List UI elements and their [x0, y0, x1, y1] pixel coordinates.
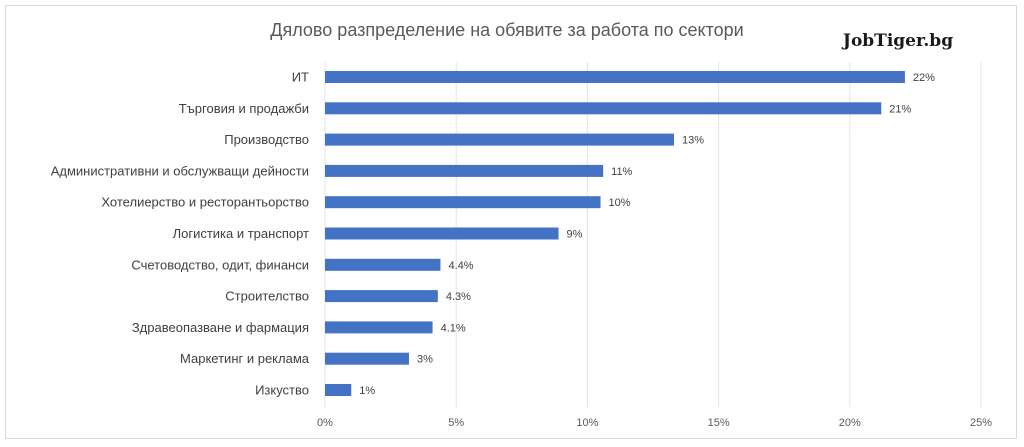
- chart-title: Дялово разпределение на обявите за работ…: [270, 20, 743, 40]
- brand-logo-text: JobTiger.bg: [841, 31, 953, 51]
- category-label: Логистика и транспорт: [173, 226, 309, 241]
- bar: [325, 102, 882, 115]
- x-tick-label: 25%: [970, 417, 992, 429]
- category-label: Хотелиерство и ресторантьорство: [101, 195, 309, 210]
- bars: [325, 71, 905, 396]
- data-label: 3%: [417, 354, 433, 366]
- bar: [325, 352, 409, 365]
- category-label: ИТ: [292, 70, 309, 85]
- data-label: 10%: [609, 197, 631, 209]
- data-label: 4.3%: [446, 291, 471, 303]
- bar: [325, 196, 601, 209]
- category-label: Производство: [224, 132, 309, 147]
- x-tick-label: 5%: [448, 417, 464, 429]
- bar: [325, 227, 559, 240]
- x-tick-label: 10%: [576, 417, 598, 429]
- labels: 0% 5% 10% 15% 20% 25% ИТ 22% Търговия и продажби…: [51, 70, 993, 430]
- x-tick-label: 20%: [839, 417, 861, 429]
- category-label: Изкуство: [255, 383, 309, 398]
- data-label: 4.1%: [441, 322, 466, 334]
- data-label: 1%: [359, 385, 375, 397]
- gridlines: [324, 62, 982, 407]
- bar: [325, 71, 905, 83]
- category-label: Търговия и продажби: [179, 101, 309, 116]
- bar: [325, 164, 604, 177]
- data-label: 4.4%: [448, 260, 473, 272]
- bar: [325, 290, 438, 303]
- category-label: Счетоводство, одит, финанси: [131, 257, 309, 272]
- category-label: Маркетинг и реклама: [180, 351, 310, 366]
- category-label: Строителство: [225, 289, 309, 304]
- data-label: 9%: [567, 229, 583, 241]
- x-tick-label: 0%: [317, 417, 333, 429]
- bar: [325, 384, 352, 396]
- data-label: 11%: [611, 166, 632, 178]
- bar: [325, 133, 674, 146]
- data-label: 21%: [889, 103, 911, 115]
- bar: [325, 258, 441, 271]
- data-label: 22%: [913, 72, 935, 84]
- x-tick-label: 15%: [708, 417, 730, 429]
- data-label: 13%: [682, 135, 704, 147]
- category-label: Административни и обслужващи дейности: [51, 163, 309, 178]
- bar: [325, 321, 433, 334]
- category-label: Здравеопазване и фармация: [132, 320, 309, 335]
